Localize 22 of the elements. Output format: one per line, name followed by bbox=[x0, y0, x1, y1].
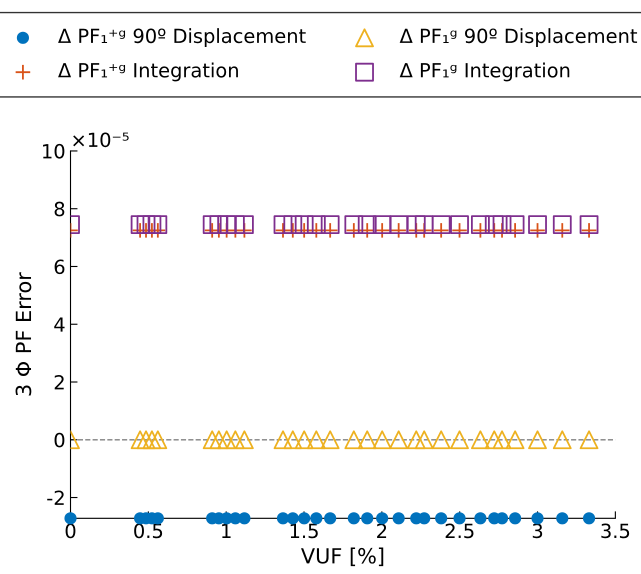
y-axis-title: 3 Φ PF Error bbox=[16, 272, 32, 396]
legend-label: Δ PF₁⁺ᵍ 90º Displacement bbox=[58, 28, 306, 47]
x-tick-label: 1 bbox=[222, 524, 231, 538]
y-tick-label: 4 bbox=[54, 317, 65, 332]
x-tick-label: 2 bbox=[377, 524, 386, 538]
x-tick-label: 0 bbox=[66, 524, 76, 538]
y-tick-label: 6 bbox=[54, 259, 64, 274]
x-tick-label: 3.5 bbox=[601, 524, 630, 538]
text: ×10⁻⁵ bbox=[73, 132, 129, 148]
y-tick-label: 8 bbox=[54, 202, 64, 216]
y-tick-label: -2 bbox=[47, 490, 64, 505]
legend-label: Δ PF₁ᵍ Integration bbox=[400, 62, 570, 82]
x-tick-label: 2.5 bbox=[446, 524, 474, 538]
x-tick-label: 0.5 bbox=[134, 524, 162, 538]
y-tick-label: 10 bbox=[43, 144, 64, 159]
legend-label: Δ PF₁ᵍ 90º Displacement bbox=[400, 28, 638, 47]
x-axis-title: VUF [%] bbox=[301, 548, 384, 566]
y-tick-label: 0 bbox=[54, 432, 64, 448]
x-tick-label: 1.5 bbox=[290, 524, 318, 538]
x-tick-label: 3 bbox=[532, 524, 542, 538]
legend-label: Δ PF₁⁺ᵍ Integration bbox=[58, 62, 238, 82]
y-tick-label: 2 bbox=[54, 374, 64, 390]
